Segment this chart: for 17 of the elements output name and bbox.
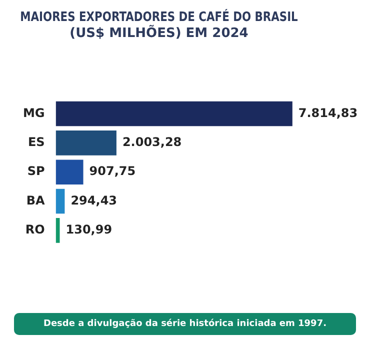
data-label: 130,99 <box>66 222 112 237</box>
y-tick-label: BA <box>26 193 46 208</box>
bar <box>56 218 60 243</box>
bar <box>56 160 84 184</box>
bar <box>56 188 65 214</box>
y-tick-label: RO <box>25 222 45 237</box>
y-tick-label: ES <box>28 135 45 150</box>
y-tick-label: MG <box>22 106 45 120</box>
data-label: 2.003,28 <box>122 135 182 150</box>
bar <box>56 130 116 156</box>
data-label: 294,43 <box>70 193 118 208</box>
bar <box>56 101 292 126</box>
data-label: 7.814,83 <box>298 106 358 120</box>
data-label: 907,75 <box>89 164 136 178</box>
chart-title: MAIORES EXPORTADORES DE CAFÉ DO BRASIL (US$ MILHÕES) EM 2024 <box>20 8 298 41</box>
y-tick-label: SP <box>27 164 45 178</box>
text: Desde a divulgação da série histórica iniciada em 1997. <box>14 313 356 335</box>
